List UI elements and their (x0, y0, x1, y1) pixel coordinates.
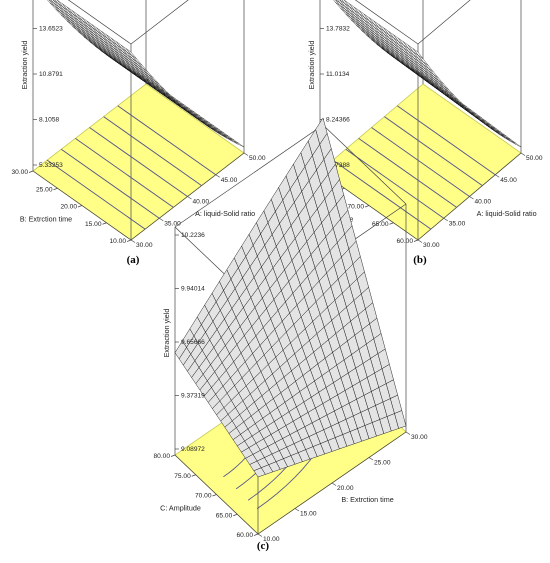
x-tick-label: 25.00 (374, 460, 391, 467)
box-edge (418, 0, 521, 44)
x-tick (258, 534, 262, 537)
x-tick-label: 30.00 (136, 242, 153, 249)
y-tick (192, 475, 196, 477)
box-edge (131, 0, 244, 44)
y-tick-label: 25.00 (36, 186, 53, 193)
x-tick-label: 50.00 (249, 155, 266, 162)
z-axis-label: Extraction yield (307, 41, 316, 90)
panel-label: (c) (257, 540, 270, 552)
x-tick (470, 197, 474, 200)
z-tick-label: 13.6523 (39, 26, 63, 33)
z-tick-label: 9.65666 (181, 339, 205, 346)
z-tick-label: 9.94014 (181, 286, 205, 293)
y-tick-label: 60.00 (396, 238, 413, 245)
x-tick (418, 240, 422, 243)
y-tick (233, 514, 237, 516)
x-tick (159, 218, 163, 221)
y-tick-label: 65.00 (216, 512, 233, 519)
y-tick-label: 60.00 (236, 532, 253, 539)
y-tick-label: 70.00 (195, 493, 212, 500)
x-tick (521, 153, 525, 156)
surface-cell (233, 141, 244, 147)
y-tick (390, 223, 394, 225)
y-tick-label: 80.00 (153, 453, 170, 460)
x-tick (131, 240, 135, 243)
z-axis-label: Extraction yield (20, 41, 29, 90)
y-tick (29, 171, 33, 173)
x-tick (495, 175, 499, 178)
y-tick (254, 534, 258, 536)
x-tick (444, 218, 448, 221)
y-tick (171, 455, 175, 457)
z-axis-label: Extraction yield (162, 309, 171, 358)
z-tick-label: 11.0134 (326, 71, 350, 78)
panel-label: (a) (127, 254, 140, 266)
x-tick-label: 40.00 (475, 199, 492, 206)
y-tick-label: 15.00 (85, 221, 102, 228)
x-tick-label: 50.00 (526, 155, 543, 162)
panel-label: (b) (413, 254, 427, 266)
z-tick-label: 8.24366 (326, 117, 350, 124)
y-tick (103, 223, 107, 225)
x-tick (369, 458, 373, 461)
x-tick (216, 175, 220, 178)
z-tick-label: 13.7832 (326, 26, 350, 33)
y-tick-label: 20.00 (60, 204, 77, 211)
z-tick-label: 9.08972 (181, 446, 205, 453)
y-tick (78, 206, 82, 208)
z-tick-label: 10.2236 (181, 232, 205, 239)
x-tick-label: 35.00 (449, 220, 466, 227)
x-tick (188, 197, 192, 200)
x-tick (244, 153, 248, 156)
z-tick-label: 5.33253 (39, 162, 63, 169)
y-axis-label: C: Amplitude (160, 504, 201, 513)
x-tick-label: 40.00 (193, 199, 210, 206)
x-tick (406, 432, 410, 435)
y-tick-label: 75.00 (174, 473, 191, 480)
x-axis-label: A: liquid-Solid ratio (477, 209, 537, 218)
y-tick (127, 240, 131, 242)
surface-panel-1: 16.425613.652310.87918.10585.33253Extrac… (11, 0, 265, 266)
z-tick-label: 8.1058 (39, 117, 60, 124)
y-axis-label: B: Extrction time (20, 215, 72, 224)
z-tick-label: 9.37319 (181, 393, 205, 400)
x-tick (295, 509, 299, 512)
y-tick-label: 30.00 (11, 169, 28, 176)
x-tick-label: 35.00 (164, 220, 181, 227)
x-tick-label: 15.00 (300, 511, 317, 518)
x-tick-label: 30.00 (423, 242, 440, 249)
x-tick-label: 30.00 (411, 434, 428, 441)
surface-cell (511, 141, 521, 147)
x-axis-label: A: liquid-Solid ratio (195, 209, 255, 218)
y-tick (365, 206, 369, 208)
x-tick-label: 45.00 (221, 177, 238, 184)
y-tick (414, 240, 418, 242)
x-axis-label: B: Extrction time (341, 495, 393, 504)
y-tick-label: 10.00 (109, 238, 126, 245)
y-tick (54, 188, 58, 190)
y-tick-label: 70.00 (347, 204, 364, 211)
x-tick-label: 20.00 (337, 485, 354, 492)
y-tick (213, 495, 217, 497)
z-tick-label: 10.8791 (39, 71, 63, 78)
x-tick (332, 483, 336, 486)
x-tick-label: 45.00 (500, 177, 517, 184)
